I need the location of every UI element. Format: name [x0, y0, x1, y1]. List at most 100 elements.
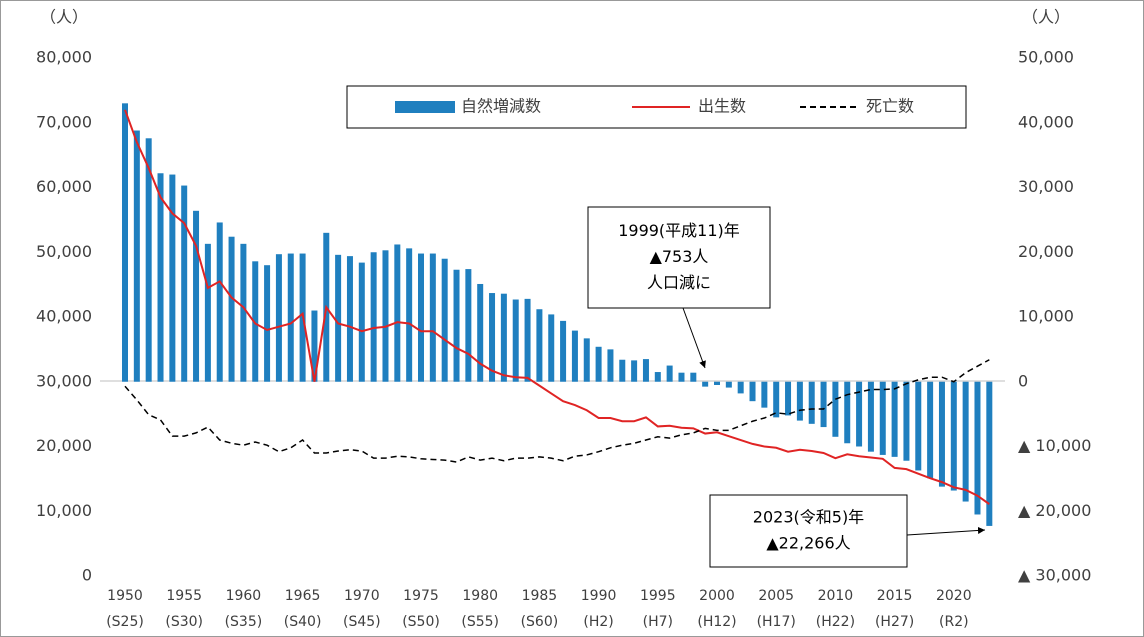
y-tick-label: 80,000 — [36, 48, 92, 67]
bar — [370, 252, 377, 382]
annotation-text: 1999(平成11)年 — [618, 221, 740, 240]
bar — [193, 210, 200, 382]
x-tick-sublabel: (S50) — [402, 614, 440, 630]
bar — [275, 254, 282, 382]
y-tick-label: 50,000 — [36, 242, 92, 261]
x-tick-sublabel: (S55) — [461, 614, 499, 630]
x-tick-label: 2010 — [818, 588, 854, 604]
bar — [631, 360, 638, 382]
bar — [335, 254, 342, 382]
bar — [867, 381, 874, 452]
bar — [879, 381, 886, 455]
bar — [832, 381, 839, 437]
x-tick-label: 1955 — [166, 588, 202, 604]
bar — [725, 381, 732, 388]
bar — [808, 381, 815, 424]
bar — [346, 256, 353, 382]
annotation-text: 人口減に — [647, 273, 711, 292]
bar — [477, 283, 484, 382]
bar — [548, 314, 555, 382]
bar — [406, 248, 413, 382]
bar — [856, 381, 863, 447]
annotation-arrow — [906, 526, 986, 536]
bar — [429, 253, 436, 382]
bar — [145, 138, 152, 382]
y2-axis-label: （人） — [1022, 8, 1070, 27]
bar — [749, 381, 756, 402]
bar — [796, 381, 803, 421]
bar — [571, 330, 578, 382]
x-tick-sublabel: (S40) — [284, 614, 322, 630]
legend-label: 出生数 — [698, 97, 746, 116]
y-tick-label: 20,000 — [36, 436, 92, 455]
bar — [927, 381, 934, 479]
bar — [287, 253, 294, 382]
bar — [264, 265, 271, 382]
bar — [465, 269, 472, 382]
x-tick-label: 1995 — [640, 588, 676, 604]
y-axis-label: （人） — [40, 8, 88, 27]
annotation-box — [587, 206, 771, 309]
annotation-box — [709, 494, 908, 568]
y2-tick-label: ▲ 10,000 — [1018, 436, 1091, 455]
bar — [228, 236, 235, 382]
bar — [122, 103, 128, 382]
bar — [938, 381, 945, 487]
y2-tick-label: ▲ 20,000 — [1018, 501, 1091, 520]
bar — [536, 309, 543, 382]
bar — [714, 381, 720, 385]
bar — [252, 261, 259, 382]
annotation-text: ▲753人 — [650, 247, 709, 266]
y-tick-label: 10,000 — [36, 501, 92, 520]
x-tick-label: 1980 — [462, 588, 498, 604]
legend-swatch — [395, 101, 455, 113]
y-tick-label: 60,000 — [36, 177, 92, 196]
line — [124, 359, 990, 463]
bar — [240, 243, 247, 382]
bar — [844, 381, 851, 444]
annotation-text: ▲22,266人 — [766, 534, 850, 553]
y2-tick-label: 50,000 — [1018, 48, 1074, 67]
bar — [702, 381, 709, 387]
x-tick-sublabel: (H22) — [816, 614, 855, 630]
bar — [204, 243, 211, 382]
bar — [950, 381, 957, 491]
bar — [974, 381, 981, 515]
y2-tick-label: 40,000 — [1018, 112, 1074, 131]
bar — [903, 381, 910, 461]
bar — [607, 349, 614, 382]
x-tick-label: 1970 — [344, 588, 380, 604]
x-tick-sublabel: (H27) — [875, 614, 914, 630]
y2-tick-label: ▲ 30,000 — [1018, 566, 1091, 585]
legend-label: 死亡数 — [866, 97, 914, 116]
bar — [560, 320, 567, 382]
x-tick-sublabel: (H2) — [583, 614, 613, 630]
y-tick-label: 40,000 — [36, 307, 92, 326]
bar — [737, 381, 744, 394]
bar — [785, 381, 792, 416]
bar — [915, 381, 922, 471]
y-tick-label: 70,000 — [36, 112, 92, 131]
x-tick-sublabel: (H7) — [643, 614, 673, 630]
bar — [169, 174, 176, 382]
bar — [986, 381, 993, 526]
bar — [666, 365, 673, 382]
bar — [489, 293, 496, 382]
bar — [642, 359, 649, 382]
legend-label: 自然増減数 — [461, 97, 541, 116]
bar — [358, 262, 365, 382]
x-tick-sublabel: (S25) — [106, 614, 144, 630]
bar — [891, 381, 898, 457]
bar — [453, 269, 460, 382]
bar — [512, 299, 519, 382]
bar — [500, 293, 507, 382]
line — [124, 109, 990, 505]
x-tick-label: 2000 — [699, 588, 735, 604]
annotation-arrow — [682, 307, 706, 369]
bar — [524, 298, 531, 382]
y2-tick-label: 10,000 — [1018, 307, 1074, 326]
bar — [418, 253, 424, 382]
annotation-text: 2023(令和5)年 — [753, 508, 864, 527]
bar — [216, 222, 223, 382]
x-tick-label: 2015 — [877, 588, 913, 604]
